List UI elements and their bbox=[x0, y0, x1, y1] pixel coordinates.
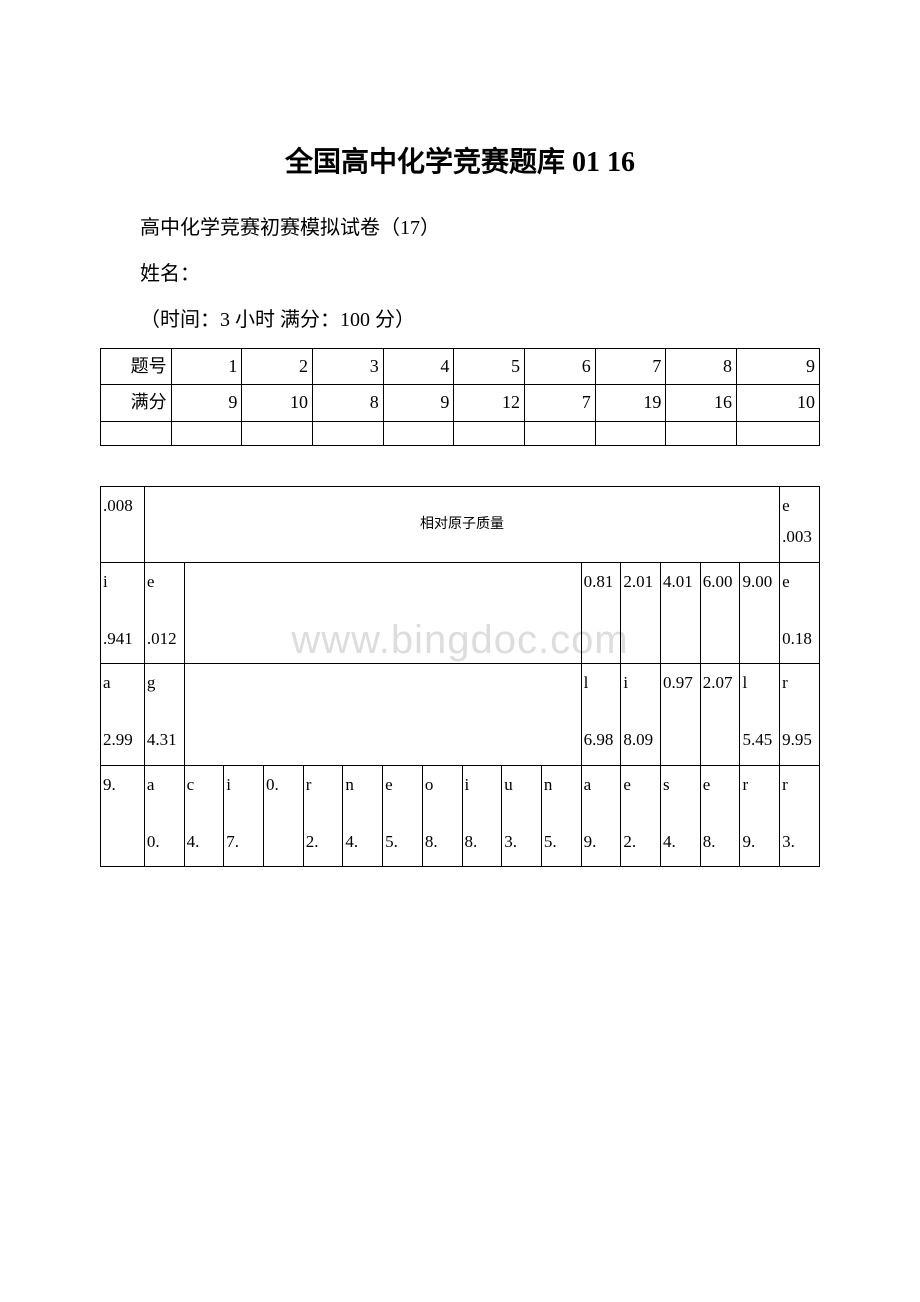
element-cell: 0.81 bbox=[581, 562, 621, 664]
element-cell-empty bbox=[184, 664, 581, 766]
element-cell: r9. bbox=[740, 765, 780, 867]
element-big-label: 相对原子质量 bbox=[144, 486, 779, 562]
element-row-3: a2.99 g4.31 l6.98 i8.09 0.97 2.07 l5.45 … bbox=[101, 664, 820, 766]
score-cell-empty bbox=[737, 421, 820, 445]
score-cell-empty bbox=[525, 421, 596, 445]
element-cell: u3. bbox=[502, 765, 542, 867]
score-cell-empty bbox=[171, 421, 242, 445]
element-cell: a2.99 bbox=[101, 664, 145, 766]
score-cell: 9 bbox=[383, 385, 454, 421]
score-cell: 7 bbox=[595, 349, 666, 385]
element-cell: n4. bbox=[343, 765, 383, 867]
element-cell: n5. bbox=[541, 765, 581, 867]
element-cell: r9.95 bbox=[780, 664, 820, 766]
score-cell-empty bbox=[101, 421, 172, 445]
element-row-4: 9. a0. c4. i7. 0. r2. n4. e5. o8. i8. u3… bbox=[101, 765, 820, 867]
element-cell: 2.01 bbox=[621, 562, 661, 664]
score-cell: 12 bbox=[454, 385, 525, 421]
score-cell-empty bbox=[313, 421, 384, 445]
score-row-empty bbox=[101, 421, 820, 445]
element-cell: 0. bbox=[264, 765, 304, 867]
score-cell: 8 bbox=[313, 385, 384, 421]
element-cell: s4. bbox=[661, 765, 701, 867]
score-cell: 4 bbox=[383, 349, 454, 385]
score-cell: 7 bbox=[525, 385, 596, 421]
element-cell: i8.09 bbox=[621, 664, 661, 766]
score-cell: 10 bbox=[737, 385, 820, 421]
score-cell: 5 bbox=[454, 349, 525, 385]
subtitle-line: 高中化学竞赛初赛模拟试卷（17） bbox=[100, 210, 820, 246]
element-cell: c4. bbox=[184, 765, 224, 867]
element-cell: 2.07 bbox=[700, 664, 740, 766]
element-cell: g4.31 bbox=[144, 664, 184, 766]
element-cell: .008 bbox=[101, 486, 145, 562]
element-row-2: i.941 e.012 0.81 2.01 4.01 6.00 9.00 e0.… bbox=[101, 562, 820, 664]
score-cell: 2 bbox=[242, 349, 313, 385]
element-cell: i8. bbox=[462, 765, 502, 867]
score-cell: 19 bbox=[595, 385, 666, 421]
score-cell: 6 bbox=[525, 349, 596, 385]
element-cell: o8. bbox=[422, 765, 462, 867]
name-line: 姓名： bbox=[100, 256, 820, 292]
score-cell: 3 bbox=[313, 349, 384, 385]
element-row-1: .008 相对原子质量 e .003 bbox=[101, 486, 820, 562]
element-cell: e .003 bbox=[780, 486, 820, 562]
element-cell: e.012 bbox=[144, 562, 184, 664]
element-cell: r2. bbox=[303, 765, 343, 867]
element-cell: i.941 bbox=[101, 562, 145, 664]
element-cell: 0.97 bbox=[661, 664, 701, 766]
element-cell: a0. bbox=[144, 765, 184, 867]
score-cell: 8 bbox=[666, 349, 737, 385]
document-title: 全国高中化学竞赛题库 01 16 bbox=[100, 140, 820, 180]
element-cell: e0.18 bbox=[780, 562, 820, 664]
score-cell-empty bbox=[242, 421, 313, 445]
score-cell-empty bbox=[595, 421, 666, 445]
score-cell: 16 bbox=[666, 385, 737, 421]
element-cell: a9. bbox=[581, 765, 621, 867]
element-cell: 9.00 bbox=[740, 562, 780, 664]
element-cell: i7. bbox=[224, 765, 264, 867]
element-cell: l6.98 bbox=[581, 664, 621, 766]
time-line: （时间：3 小时 满分：100 分） bbox=[100, 302, 820, 338]
element-cell: l5.45 bbox=[740, 664, 780, 766]
score-cell: 1 bbox=[171, 349, 242, 385]
score-row-header: 题号 1 2 3 4 5 6 7 8 9 bbox=[101, 349, 820, 385]
element-cell: 9. bbox=[101, 765, 145, 867]
score-row-max: 满分 9 10 8 9 12 7 19 16 10 bbox=[101, 385, 820, 421]
element-cell: 6.00 bbox=[700, 562, 740, 664]
score-label-2: 满分 bbox=[101, 385, 172, 421]
score-cell: 9 bbox=[737, 349, 820, 385]
element-cell: e2. bbox=[621, 765, 661, 867]
element-cell: r3. bbox=[780, 765, 820, 867]
score-table: 题号 1 2 3 4 5 6 7 8 9 满分 9 10 8 9 12 7 19… bbox=[100, 348, 820, 446]
score-cell: 9 bbox=[171, 385, 242, 421]
element-table: .008 相对原子质量 e .003 i.941 e.012 0.81 2.01… bbox=[100, 486, 820, 868]
score-cell-empty bbox=[666, 421, 737, 445]
element-cell: e8. bbox=[700, 765, 740, 867]
score-cell-empty bbox=[454, 421, 525, 445]
score-cell: 10 bbox=[242, 385, 313, 421]
score-label-1: 题号 bbox=[101, 349, 172, 385]
element-cell: e5. bbox=[383, 765, 423, 867]
element-cell-empty bbox=[184, 562, 581, 664]
score-cell-empty bbox=[383, 421, 454, 445]
element-cell: 4.01 bbox=[661, 562, 701, 664]
